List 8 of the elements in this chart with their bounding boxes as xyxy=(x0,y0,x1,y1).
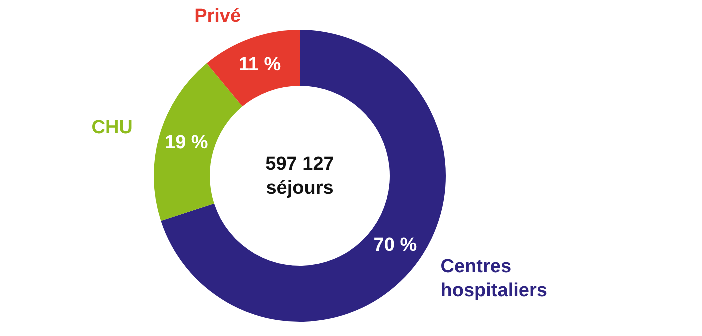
slice-label: CHU xyxy=(92,116,133,138)
data-label: 11 % xyxy=(238,54,282,76)
donut-slice xyxy=(206,30,300,107)
slice-label: Centres hospitaliers xyxy=(440,256,548,301)
data-label: 70 % xyxy=(374,234,418,256)
slice-label: Privé xyxy=(194,6,242,26)
data-label: 19 % xyxy=(165,132,208,154)
text: 597 127 séjours xyxy=(266,154,334,198)
